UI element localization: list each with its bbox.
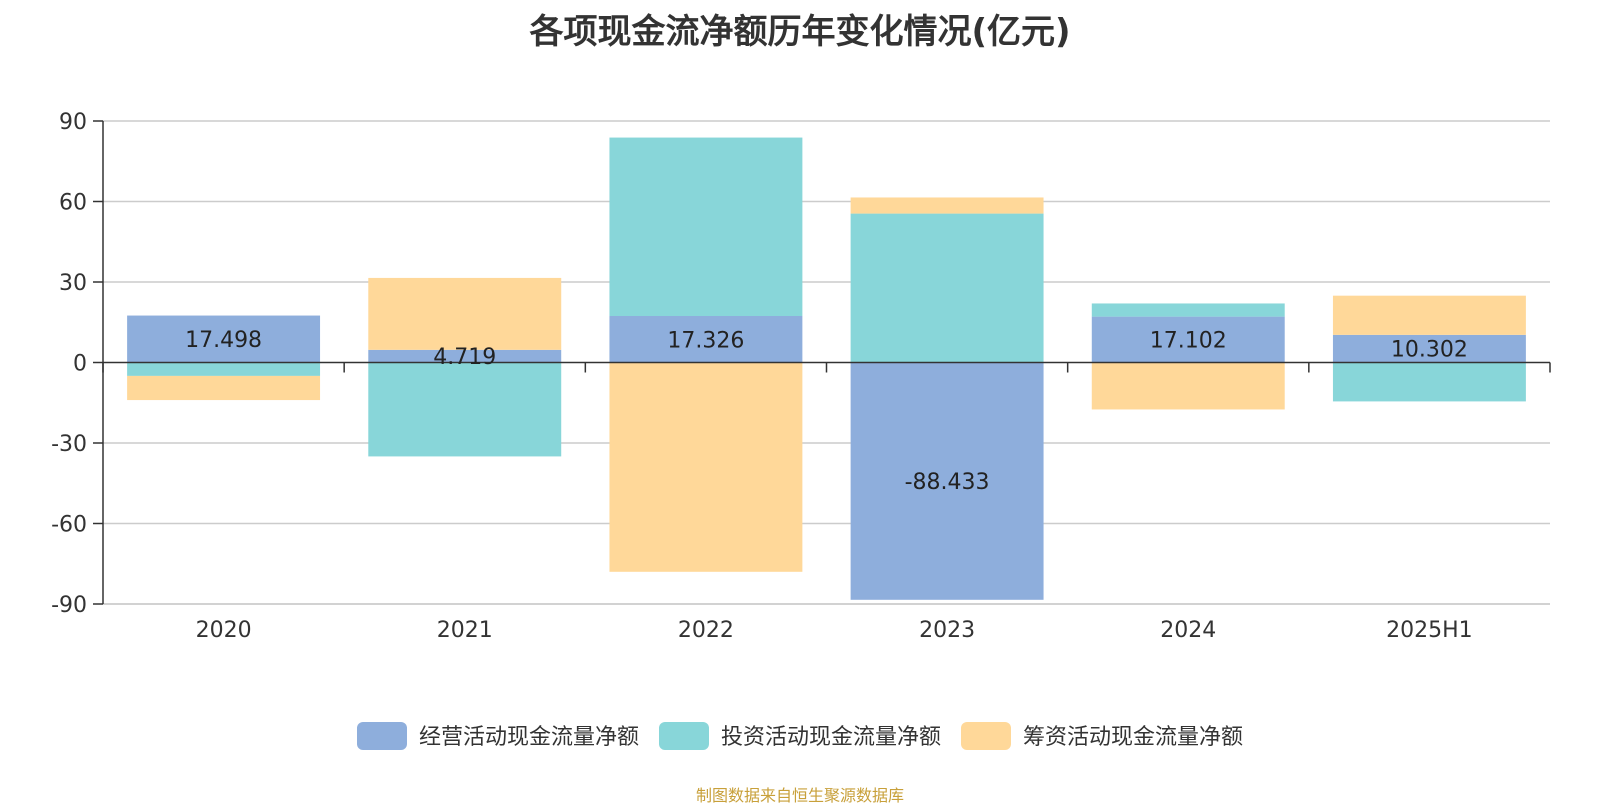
y-tick-label: 0 (73, 352, 87, 377)
bar-segment (609, 362, 803, 572)
y-tick-label: -30 (51, 432, 87, 457)
bar-segment (127, 315, 321, 363)
x-tick-label: 2021 (437, 618, 493, 643)
bar-segment (1332, 295, 1526, 335)
x-tick-label: 2020 (196, 618, 252, 643)
data-labels: 17.498 4.719 17.326 -88.433 17.102 10.302 (185, 328, 1468, 495)
legend-item: 筹资活动现金流量净额 (961, 722, 1243, 750)
bar-segment (1091, 303, 1285, 317)
legend-item: 投资活动现金流量净额 (659, 722, 941, 750)
x-tick-label: 2022 (678, 618, 734, 643)
bar-segment (1332, 362, 1526, 402)
data-label: -88.433 (905, 470, 990, 495)
data-label: 17.102 (1150, 329, 1227, 354)
axes: 90 60 30 0 -30 -60 -90 2020 2021 2022 2023 2024 2025… (51, 110, 1551, 643)
bar-segment (850, 362, 1044, 600)
grid-lines (103, 120, 1550, 605)
chart-title: 各项现金流净额历年变化情况(亿元) (529, 12, 1071, 52)
bar-segment (1091, 362, 1285, 410)
bar-segment (850, 213, 1044, 363)
legend-item: 经营活动现金流量净额 (357, 722, 639, 750)
bars (127, 137, 1526, 600)
legend-swatch (659, 722, 709, 750)
y-tick-label: 30 (59, 271, 87, 296)
data-label: 10.302 (1391, 338, 1468, 363)
x-tick-label: 2023 (919, 618, 975, 643)
bar-segment (127, 362, 321, 376)
legend-swatch (961, 722, 1011, 750)
bar-segment (368, 277, 562, 350)
legend-label: 经营活动现金流量净额 (419, 725, 639, 750)
y-tick-label: -60 (51, 513, 87, 538)
data-label: 17.498 (185, 328, 262, 353)
bar-segment (609, 137, 803, 317)
y-tick-label: 90 (59, 110, 87, 135)
legend-label: 筹资活动现金流量净额 (1023, 725, 1243, 750)
bar-segment (127, 375, 321, 401)
data-label: 4.719 (433, 345, 496, 370)
bar-segment (1332, 334, 1526, 363)
y-tick-label: -90 (51, 593, 87, 618)
y-tick-label: 60 (59, 191, 87, 216)
data-source-note: 制图数据来自恒生聚源数据库 (695, 786, 904, 805)
bar-segment (368, 362, 562, 457)
data-label: 17.326 (667, 328, 744, 353)
legend-label: 投资活动现金流量净额 (721, 725, 941, 750)
bar-segment (368, 349, 562, 363)
bar-segment (609, 316, 803, 363)
legend-swatch (357, 722, 407, 750)
legend: 经营活动现金流量净额 投资活动现金流量净额 筹资活动现金流量净额 (357, 722, 1243, 750)
bar-segment (1091, 316, 1285, 363)
bar-segment (850, 197, 1044, 214)
x-tick-label: 2025H1 (1386, 618, 1473, 643)
x-tick-label: 2024 (1160, 618, 1216, 643)
